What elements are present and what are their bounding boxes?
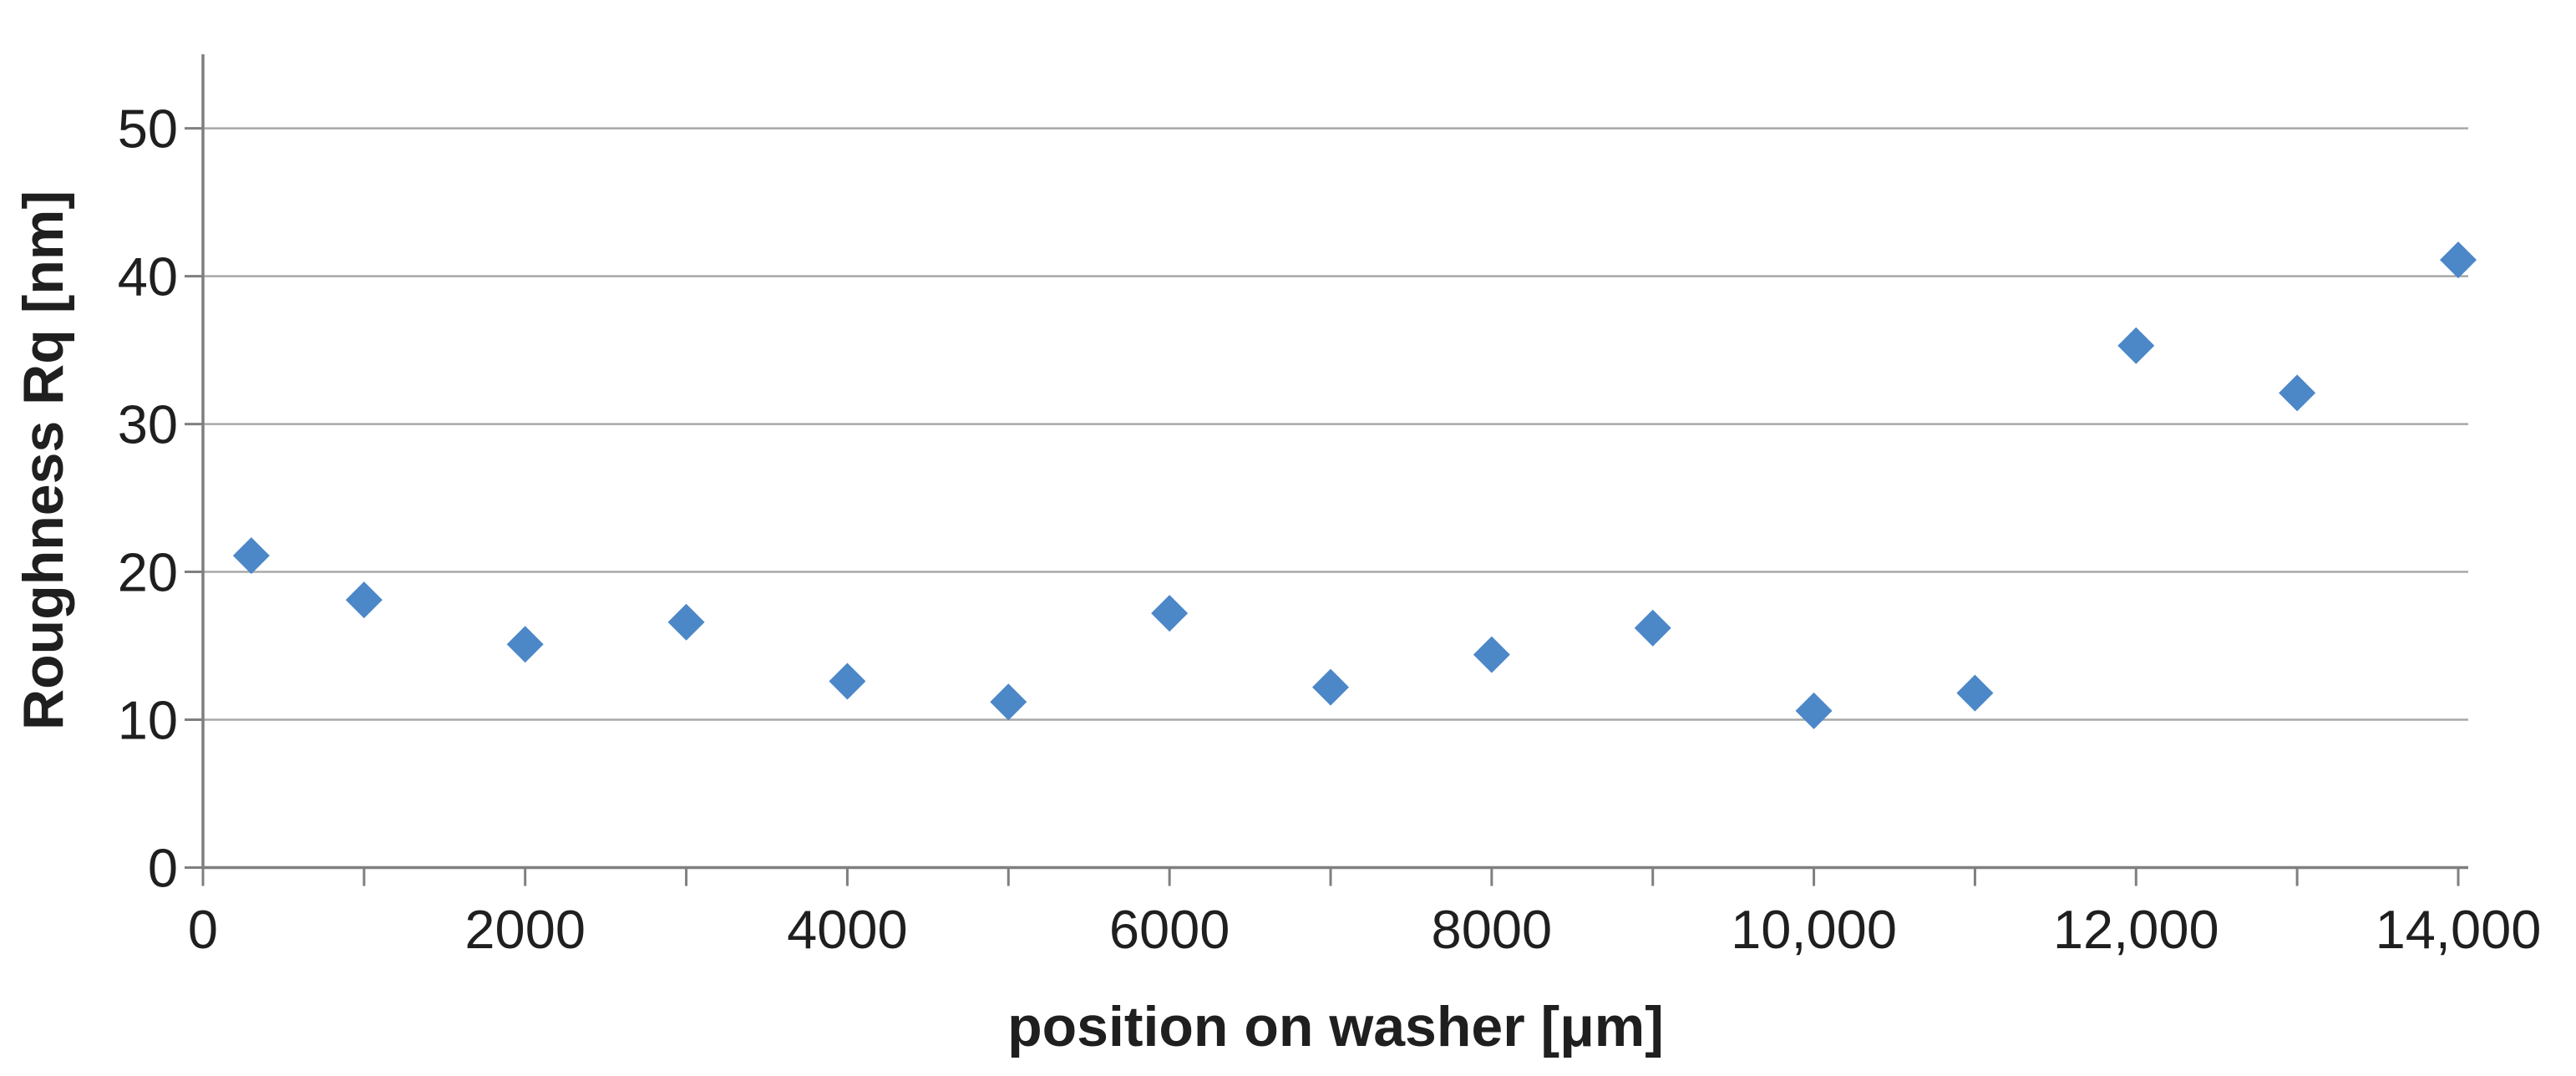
- tick-marks: [185, 127, 2460, 886]
- x-tick-label: 2000: [464, 899, 586, 960]
- x-tick-label: 8000: [1432, 899, 1553, 960]
- data-point-marker: [990, 683, 1027, 721]
- y-tick-label: 50: [118, 98, 178, 159]
- x-tick-label: 4000: [787, 899, 908, 960]
- x-axis-title: position on washer [μm]: [1007, 995, 1664, 1058]
- data-point-marker: [1151, 595, 1189, 632]
- y-tick-label: 30: [118, 393, 178, 454]
- data-point-marker: [2440, 241, 2477, 279]
- x-tick-labels: 0 2000 4000 6000 8000 10,000 12,000 14,000: [188, 899, 2541, 960]
- gridlines: [203, 127, 2468, 721]
- data-point-marker: [506, 626, 544, 663]
- data-point-marker: [1956, 674, 1994, 712]
- x-tick-label: 12,000: [2053, 899, 2219, 960]
- data-point-marker: [345, 581, 383, 619]
- data-point-marker: [1473, 636, 1510, 673]
- x-tick-label: 10,000: [1731, 899, 1897, 960]
- y-tick-label: 10: [118, 689, 178, 750]
- data-point-marker: [1634, 609, 1671, 647]
- data-point-marker: [1312, 668, 1349, 706]
- y-tick-label: 20: [118, 541, 178, 602]
- x-tick-label: 6000: [1109, 899, 1230, 960]
- data-point-marker: [1795, 692, 1833, 729]
- data-point-marker: [667, 603, 705, 641]
- y-tick-label: 0: [148, 837, 178, 898]
- x-tick-label: 14,000: [2376, 899, 2542, 960]
- y-axis-title: Roughness Rq [nm]: [12, 190, 75, 730]
- axes: [201, 54, 2468, 870]
- data-point-marker: [2279, 374, 2316, 412]
- data-point-marker: [2117, 327, 2155, 364]
- data-point-marker: [829, 662, 866, 700]
- data-points: [232, 241, 2477, 729]
- x-tick-label: 0: [188, 899, 218, 960]
- y-tick-labels: 0 10 20 30 40 50: [118, 98, 178, 898]
- y-tick-label: 40: [118, 246, 178, 307]
- data-point-marker: [232, 537, 270, 575]
